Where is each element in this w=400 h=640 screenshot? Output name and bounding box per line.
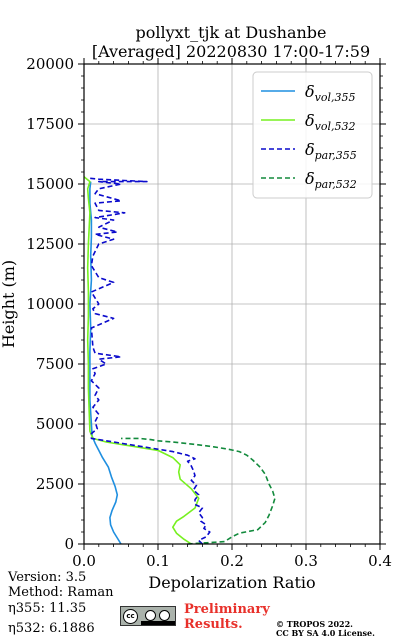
chart-title: pollyxt_tjk at Dushanbe	[135, 23, 326, 42]
preliminary-line-2: Results.	[184, 617, 243, 632]
eta532-text: η532: 6.1886	[8, 621, 95, 636]
legend-label-base: δ	[305, 111, 315, 130]
legend-label-base: δ	[305, 140, 315, 159]
y-tick-label: 7500	[36, 355, 74, 373]
y-tick-label: 10000	[26, 295, 74, 313]
legend-label-sub: vol,355	[315, 91, 356, 104]
legend-label-base: δ	[305, 169, 315, 188]
x-tick-label: 0.3	[294, 552, 318, 570]
series-line-2	[87, 177, 211, 545]
version-text: Version: 3.5	[8, 570, 87, 585]
legend-label-sub: vol,532	[315, 120, 356, 133]
y-tick-label: 2500	[36, 475, 74, 493]
cc-icon: cc	[123, 609, 138, 624]
credit-note: © TROPOS 2022. CC BY SA 4.0 License.	[276, 620, 375, 638]
legend-label-2: δpar,355	[305, 140, 357, 162]
series-line-3	[121, 437, 276, 545]
sa-icon	[159, 610, 170, 621]
y-tick-label: 0	[64, 535, 74, 553]
by-icon	[145, 610, 156, 621]
series-line-0	[89, 181, 122, 545]
legend-label-0: δvol,355	[305, 82, 356, 104]
legend-label-base: δ	[305, 82, 315, 101]
method-text: Method: Raman	[8, 585, 114, 600]
preliminary-line-1: Preliminary	[184, 602, 270, 617]
legend-label-3: δpar,532	[305, 169, 357, 191]
x-axis-label: Depolarization Ratio	[148, 573, 315, 592]
depolarization-chart: pollyxt_tjk at Dushanbe [Averaged] 20220…	[0, 23, 392, 592]
y-tick-label: 5000	[36, 415, 74, 433]
credit-line-1: © TROPOS 2022.	[276, 619, 353, 629]
credit-line-2: CC BY SA 4.0 License.	[276, 628, 375, 638]
legend-box	[252, 71, 373, 199]
x-tick-label: 0.2	[220, 552, 244, 570]
y-tick-label: 12500	[26, 235, 74, 253]
x-tick-label: 0.0	[72, 552, 96, 570]
y-axis-label: Height (m)	[0, 260, 18, 348]
y-tick-label: 15000	[26, 175, 74, 193]
legend-label-sub: par,355	[315, 149, 357, 162]
series-group	[83, 176, 276, 545]
cc-by-sa-logo: cc	[120, 606, 176, 626]
eta355-text: η355: 11.35	[8, 601, 87, 616]
license-strip	[141, 621, 175, 625]
y-tick-label: 20000	[26, 55, 74, 73]
ticks: 0.0 0.1 0.2 0.3 0.4 0 2500 5000 7500 10000 12500 15…	[26, 55, 392, 570]
x-tick-label: 0.1	[146, 552, 170, 570]
legend-label-sub: par,532	[315, 178, 357, 191]
y-tick-label: 17500	[26, 115, 74, 133]
x-tick-label: 0.4	[368, 552, 392, 570]
preliminary-note: Preliminary Results.	[184, 602, 270, 632]
legend-label-1: δvol,532	[305, 111, 356, 133]
chart-subtitle: [Averaged] 20220830 17:00-17:59	[92, 42, 370, 61]
